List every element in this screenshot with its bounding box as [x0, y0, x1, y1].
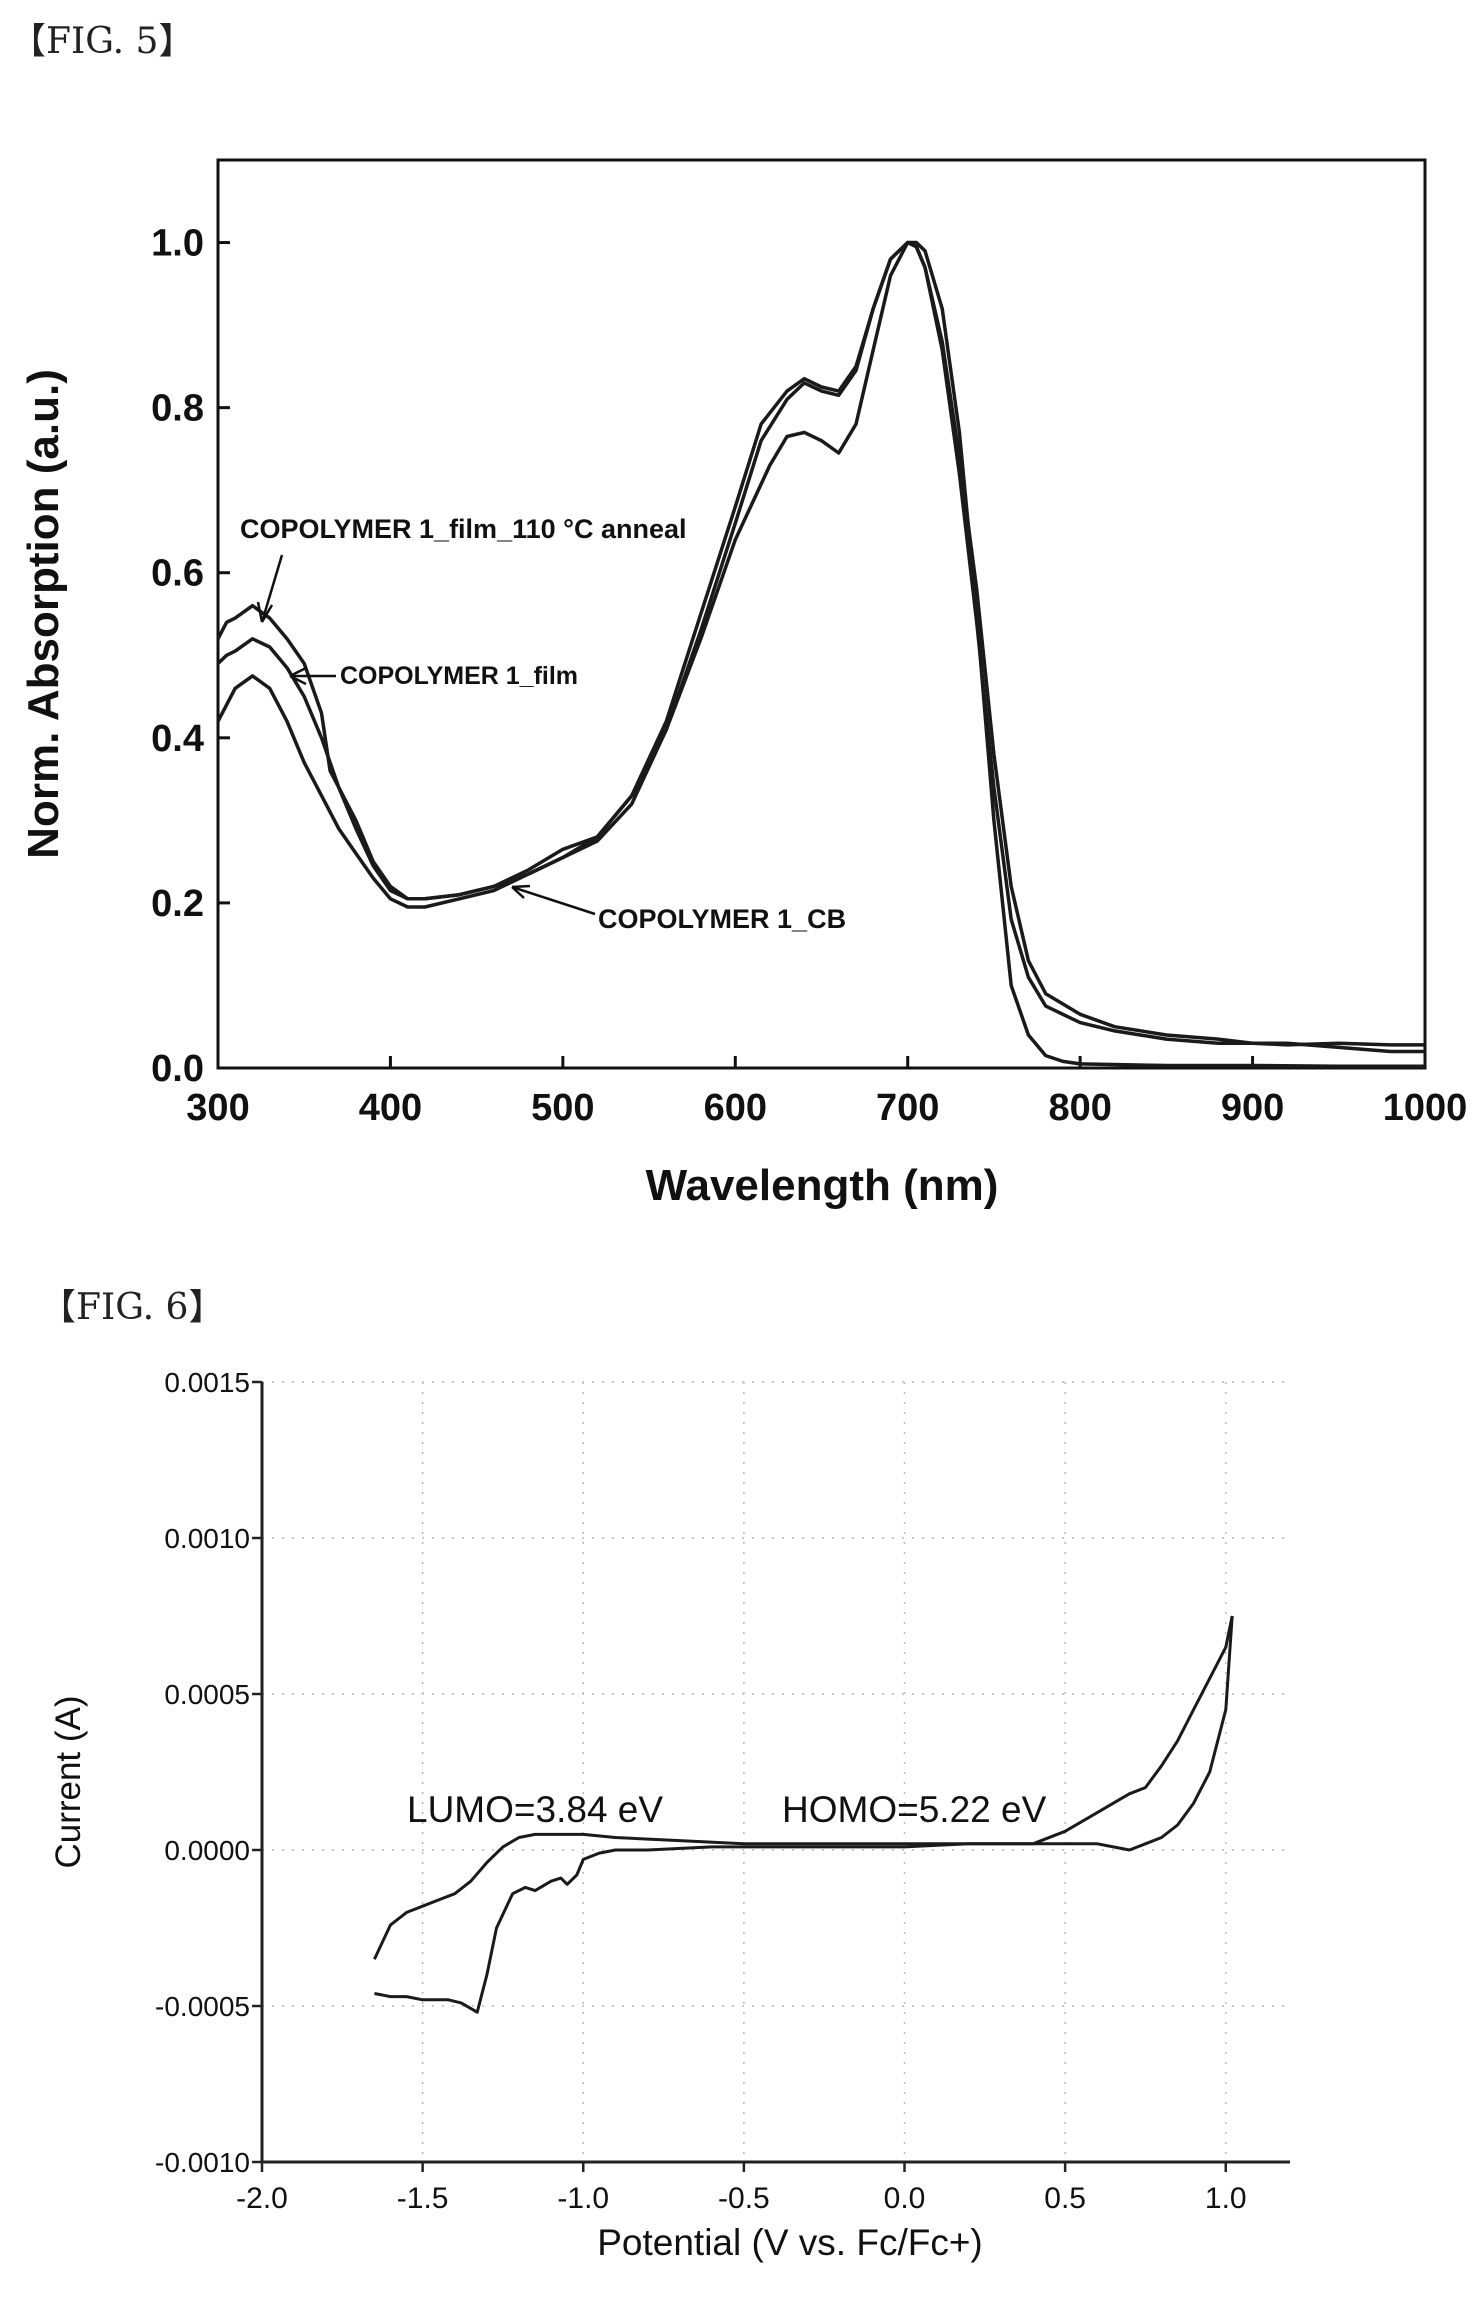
- x-tick-label: -1.0: [557, 2182, 609, 2215]
- annotation-cb-arrow: [511, 885, 596, 916]
- y-tick-label: 0.0: [151, 1048, 204, 1090]
- cv-sweep-1: [374, 1615, 1234, 2014]
- x-tick-label: 1.0: [1205, 2182, 1247, 2215]
- x-tick-label: 400: [359, 1087, 422, 1129]
- absorption-chart: 300 400 500 600 700 800 900 1000 0.00.20.40.60.…: [19, 158, 1467, 1210]
- x-tick-label: 0.5: [1044, 2182, 1086, 2215]
- annotation-cb: COPOLYMER 1_CB: [598, 904, 846, 934]
- x-tick-label: 1000: [1383, 1087, 1468, 1129]
- y-axis-label: Current (A): [49, 1695, 88, 1868]
- y-axis-ticks: 0.0 0.2 0.4 0.6 0.8 1.0: [151, 223, 230, 1090]
- arrowhead: [511, 884, 531, 899]
- annotation-anneal-arrow: [260, 554, 284, 623]
- x-tick-label: -1.5: [397, 2182, 449, 2215]
- x-tick-label: 900: [1221, 1087, 1284, 1129]
- x-axis-ticks: -2.0 -1.5 -1.0 -0.5 0.0 0.5 1.0: [236, 2162, 1247, 2215]
- x-axis-label: Potential (V vs. Fc/Fc+): [597, 2222, 983, 2263]
- y-axis-ticks: 0.0015 0.0010 0.0005 0.0000 -0.0005 -0.0010: [155, 1367, 262, 2178]
- annotation-film: COPOLYMER 1_film: [340, 662, 578, 690]
- y-tick-label: 0.4: [151, 718, 204, 760]
- x-tick-label: -0.5: [718, 2182, 770, 2215]
- x-tick-label: 600: [704, 1087, 767, 1129]
- annotation-lumo: LUMO=3.84 eV: [407, 1789, 663, 1830]
- y-tick-label: 0.0010: [164, 1523, 250, 1554]
- x-tick-label: 300: [186, 1087, 249, 1129]
- y-tick-label: 0.0000: [164, 1835, 250, 1866]
- x-axis-ticks: 300 400 500 600 700 800 900 1000: [186, 1056, 1467, 1129]
- y-tick-label: 1.0: [151, 223, 204, 265]
- y-tick-label: 0.6: [151, 553, 204, 595]
- annotation-homo: HOMO=5.22 eV: [782, 1789, 1047, 1830]
- y-tick-label: 0.0005: [164, 1679, 250, 1710]
- series-line-2: [216, 240, 1425, 1054]
- cyclic-voltammetry-chart: -2.0 -1.5 -1.0 -0.5 0.0 0.5 1.0 0.00150.00100.…: [49, 1367, 1290, 2263]
- y-tick-label: -0.0010: [155, 2147, 250, 2178]
- x-axis-label: Wavelength (nm): [646, 1161, 999, 1210]
- series-lines: [373, 1615, 1234, 2014]
- x-tick-label: -2.0: [236, 2182, 288, 2215]
- arrowhead: [256, 601, 274, 623]
- x-tick-label: 0.0: [884, 2182, 926, 2215]
- figure-6-label: 【FIG. 6】: [40, 1287, 225, 1328]
- y-axis-label: Norm. Absorption (a.u.): [19, 369, 68, 859]
- y-tick-label: -0.0005: [155, 1991, 250, 2022]
- series-lines: [216, 240, 1425, 1069]
- figure-5-label: 【FIG. 5】: [10, 21, 195, 62]
- y-tick-label: 0.2: [151, 883, 204, 925]
- y-tick-label: 0.0015: [164, 1367, 250, 1398]
- x-tick-label: 700: [876, 1087, 939, 1129]
- x-tick-label: 500: [531, 1087, 594, 1129]
- plot-frame: [216, 158, 1427, 1070]
- x-tick-label: 800: [1048, 1087, 1111, 1129]
- series-line-1: [216, 240, 1425, 1047]
- arrowhead: [289, 666, 307, 686]
- grid: [261, 1381, 1290, 2163]
- cv-sweep-2: [373, 1615, 1234, 1960]
- series-line-3: [216, 240, 1425, 1069]
- annotation-anneal: COPOLYMER 1_film_110 °C anneal: [240, 514, 686, 544]
- y-tick-label: 0.8: [151, 388, 204, 430]
